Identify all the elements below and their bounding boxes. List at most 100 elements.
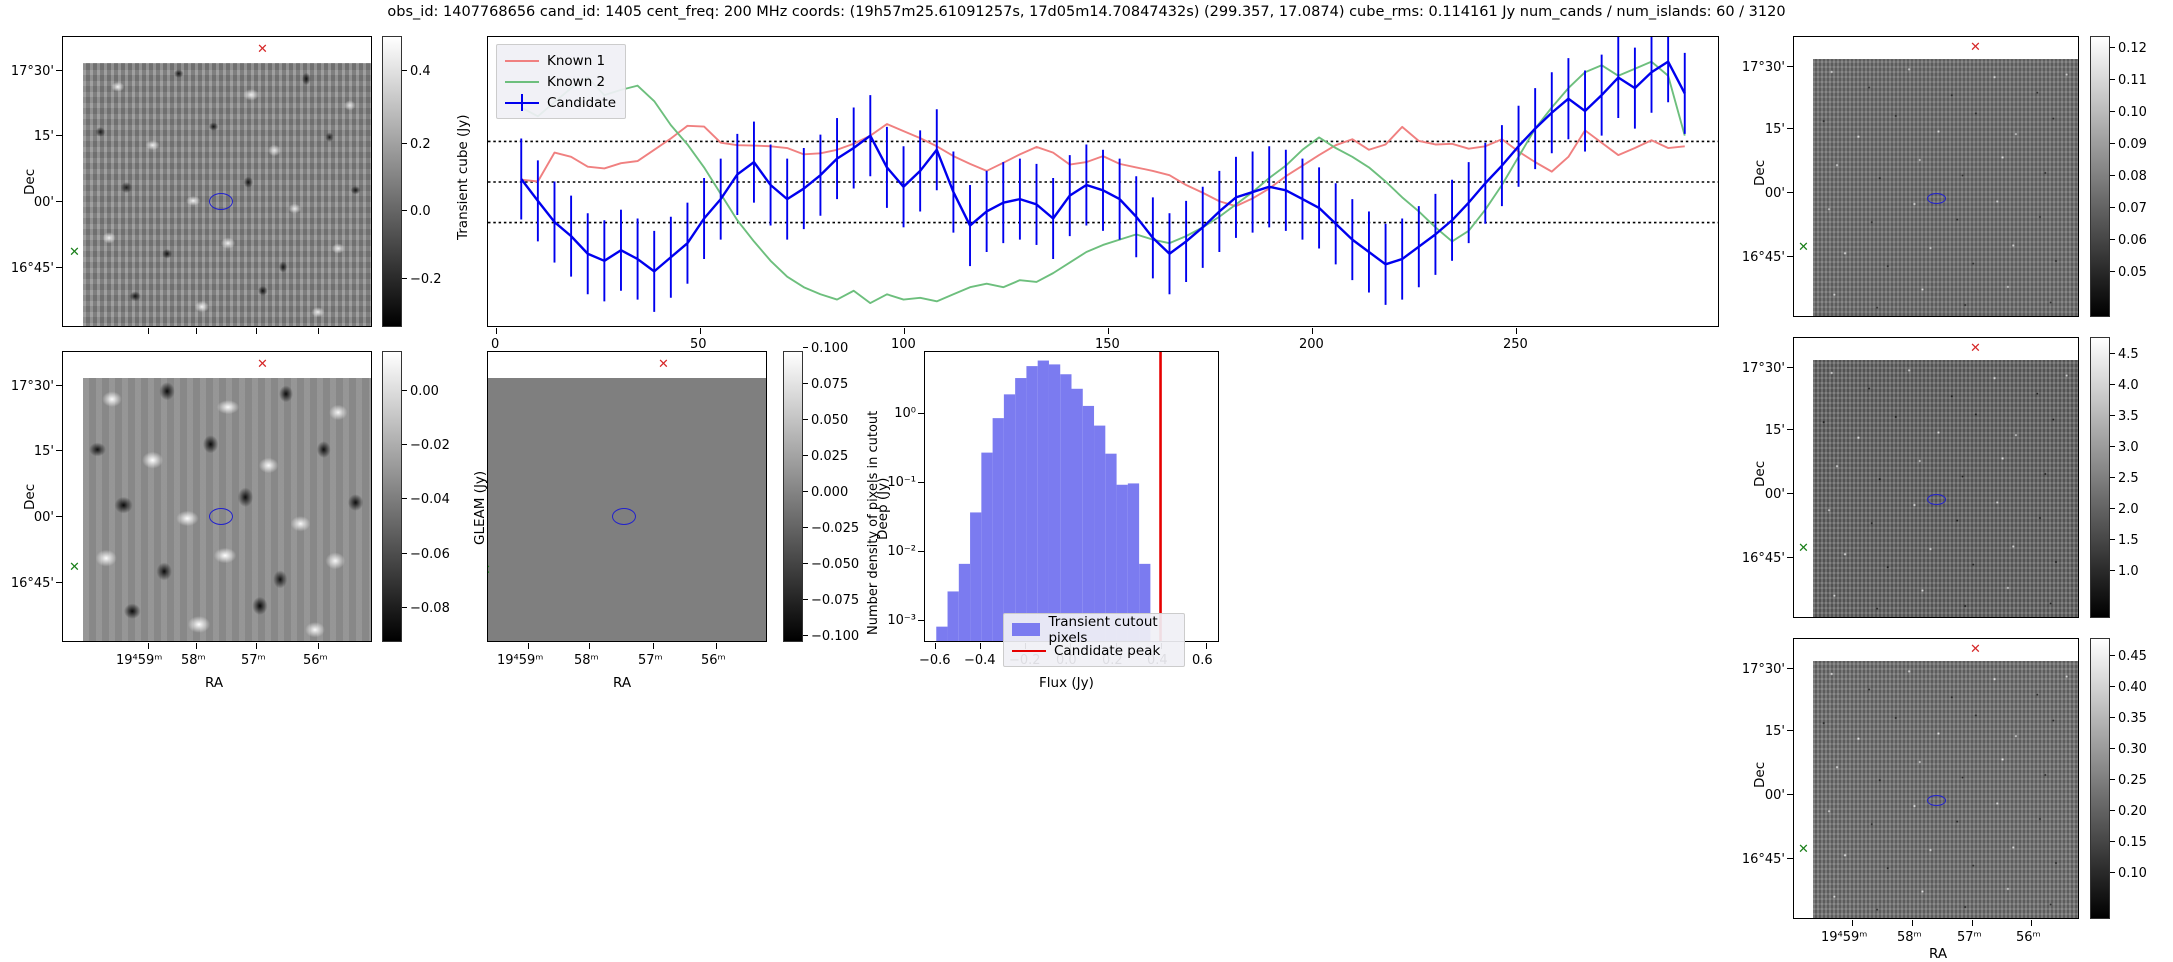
spike-cbar-tickmark — [2110, 415, 2115, 416]
hist-xtick-1: −0.4 — [964, 653, 996, 668]
deep-colorbar[interactable] — [783, 351, 803, 642]
gleam-cbar-tickmark — [402, 444, 407, 445]
lc-xtickmark — [700, 328, 701, 334]
rms-cbar-tick-2: 0.10 — [2118, 105, 2147, 120]
histogram-legend[interactable]: Transient cutout pixels Candidate peak — [1003, 613, 1185, 667]
deep-cbar-tickmark — [803, 563, 808, 564]
gleam-xtick-2: 57ᵐ — [241, 653, 266, 668]
legend-item-cutout-pixels[interactable]: Transient cutout pixels — [1012, 614, 1176, 646]
rms-colorbar[interactable] — [2090, 36, 2110, 317]
lc-xtick-1: 50 — [690, 337, 707, 352]
tcg-cbar-tick-7: 0.10 — [2118, 866, 2147, 881]
tcg-cbar-tick-0: 0.45 — [2118, 649, 2147, 664]
tcube-xtickmark — [256, 328, 257, 334]
gleam-xlabel: RA — [205, 675, 224, 691]
candidate-errorbar-swatch — [505, 94, 539, 111]
hist-ytickmark — [918, 551, 924, 552]
tcube-cbar-tick-3: −0.2 — [410, 272, 442, 287]
gleam-xtick-1: 58ᵐ — [181, 653, 206, 668]
spike-cbar-tickmark — [2110, 446, 2115, 447]
spike-ytickmark — [1787, 557, 1793, 558]
hist-ytick-2: 10⁻² — [887, 544, 916, 559]
tcg-xtickmark — [1912, 920, 1913, 926]
panel-spike[interactable]: ✕ ✕ — [1793, 337, 2079, 618]
legend-item-candidate[interactable]: Candidate — [505, 92, 617, 113]
hist-ytick-1: 10⁻¹ — [887, 475, 916, 490]
panel-tcg[interactable]: ✕ ✕ — [1793, 638, 2079, 919]
lightcurve-candidate-errorbars — [520, 37, 1686, 312]
deep-cbar-tickmark — [803, 455, 808, 456]
deep-cbar-tickmark — [803, 527, 808, 528]
tcg-ytick-3: 16°45' — [1741, 852, 1785, 867]
legend-label-cutout-pixels: Transient cutout pixels — [1048, 613, 1158, 646]
gleam-cbar-tickmark — [402, 607, 407, 608]
gleam-ytickmark — [56, 516, 62, 517]
tcg-xlabel: RA — [1929, 946, 1948, 962]
tcube-ytick-3: 16°45' — [10, 261, 54, 276]
spike-cbar-tick-6: 1.5 — [2118, 533, 2139, 548]
tcg-cbar-tick-2: 0.35 — [2118, 711, 2147, 726]
island-contour — [1927, 494, 1946, 505]
spike-colorbar[interactable] — [2090, 337, 2110, 618]
panel-deep[interactable]: ✕ ✕ — [487, 351, 767, 642]
deep-xtick-0: 19⁴59ᵐ — [497, 653, 544, 668]
legend-item-known2[interactable]: Known 2 — [505, 71, 617, 92]
candidate-peak-swatch — [1012, 649, 1046, 652]
gleam-colorbar[interactable] — [382, 351, 402, 642]
gleam-cbar-tickmark — [402, 553, 407, 554]
spike-ytick-0: 17°30' — [1741, 361, 1785, 376]
panel-rms[interactable]: ✕ ✕ — [1793, 36, 2079, 317]
deep-xtickmark — [528, 643, 529, 649]
deep-cbar-tickmark — [803, 419, 808, 420]
hist-xtick-6: 0.6 — [1192, 653, 1213, 668]
rms-cbar-tickmark — [2110, 271, 2115, 272]
gleam-cbar-tickmark — [402, 390, 407, 391]
tcg-colorbar[interactable] — [2090, 638, 2110, 919]
tcube-xtickmark — [148, 328, 149, 334]
lc-xtickmark — [1516, 328, 1517, 334]
lc-xtick-0: 0 — [491, 337, 500, 352]
transient-cube-colorbar[interactable] — [382, 36, 402, 327]
tcg-xtickmark — [2031, 920, 2032, 926]
gleam-xtick-0: 19⁴59ᵐ — [116, 653, 163, 668]
tcg-xtick-2: 57ᵐ — [1957, 930, 1982, 945]
lightcurve-legend[interactable]: Known 1 Known 2 Candidate — [496, 44, 626, 119]
tcube-ytick-0: 17°30' — [10, 64, 54, 79]
gleam-xtickmark — [148, 643, 149, 649]
tcube-cbar-tickmark — [402, 278, 407, 279]
lc-xtick-4: 200 — [1299, 337, 1324, 352]
panel-gleam[interactable]: ✕ ✕ — [62, 351, 372, 642]
panel-transient-cube[interactable]: ✕ ✕ — [62, 36, 372, 327]
deep-cbar-tick-1: 0.075 — [811, 377, 849, 392]
red-cross-marker: ✕ — [257, 357, 268, 372]
island-contour — [209, 193, 233, 210]
tcg-ytickmark — [1787, 668, 1793, 669]
island-contour — [209, 508, 233, 525]
rms-ytick-3: 16°45' — [1741, 250, 1785, 265]
known2-line-swatch — [505, 80, 539, 83]
red-cross-marker: ✕ — [257, 42, 268, 57]
tcube-ylabel: Dec — [22, 168, 38, 195]
spike-cbar-tickmark — [2110, 477, 2115, 478]
tcube-cbar-tickmark — [402, 70, 407, 71]
tcg-image — [1813, 661, 2078, 918]
spike-cbar-tickmark — [2110, 384, 2115, 385]
gleam-ytickmark — [56, 582, 62, 583]
legend-item-known1[interactable]: Known 1 — [505, 50, 617, 71]
spike-image — [1813, 360, 2078, 617]
gleam-xtick-3: 56ᵐ — [303, 653, 328, 668]
spike-cbar-tick-3: 3.0 — [2118, 440, 2139, 455]
tcg-cbar-tickmark — [2110, 872, 2115, 873]
tcg-ytick-0: 17°30' — [1741, 662, 1785, 677]
tcube-ytickmark — [56, 70, 62, 71]
panel-lightcurve[interactable] — [487, 36, 1719, 327]
legend-item-candidate-peak[interactable]: Candidate peak — [1012, 640, 1176, 661]
hist-ytickmark — [918, 620, 924, 621]
panel-histogram[interactable] — [924, 351, 1219, 642]
tcg-cbar-tickmark — [2110, 717, 2115, 718]
gleam-cbar-label: GLEAM (Jy) — [472, 470, 488, 545]
deep-cbar-tickmark — [803, 599, 808, 600]
rms-cbar-tick-4: 0.08 — [2118, 169, 2147, 184]
rms-cbar-tickmark — [2110, 175, 2115, 176]
